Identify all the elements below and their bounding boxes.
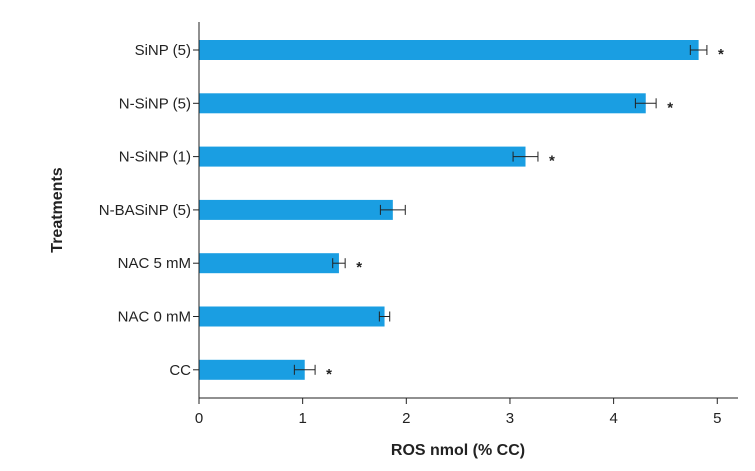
bar [199,146,526,167]
x-tick-label: 3 [506,410,514,427]
x-axis-title: ROS nmol (% CC) [391,442,525,459]
category-label: N-BASiNP (5) [99,202,191,219]
y-ticks-layer: SiNP (5) N-SiNP (5) N-SiNP (1) N-BASiNP (5)… [99,42,199,379]
bar [199,93,646,114]
significance-marker: * [326,366,332,383]
bar [199,306,385,327]
x-ticks-layer: 0 1 2 3 4 5 [195,398,721,427]
category-label: SiNP (5) [135,42,191,59]
category-label: N-SiNP (5) [119,95,191,112]
significance-marker: * [667,99,673,116]
significance-marker: * [718,46,724,63]
category-label: N-SiNP (1) [119,149,191,166]
bar [199,199,393,220]
category-label: NAC 0 mM [118,309,191,326]
x-tick-label: 5 [713,410,721,427]
x-tick-label: 0 [195,410,203,427]
category-label: CC [169,362,191,379]
bar [199,253,339,274]
x-tick-label: 4 [609,410,617,427]
bars-layer: * * * * * [199,40,724,383]
y-axis-title: Treatments [49,167,66,252]
x-tick-label: 1 [298,410,306,427]
category-label: NAC 5 mM [118,255,191,272]
bar [199,40,699,60]
significance-marker: * [356,259,362,276]
bar [199,359,305,380]
x-tick-label: 2 [402,410,410,427]
significance-marker: * [549,153,555,170]
